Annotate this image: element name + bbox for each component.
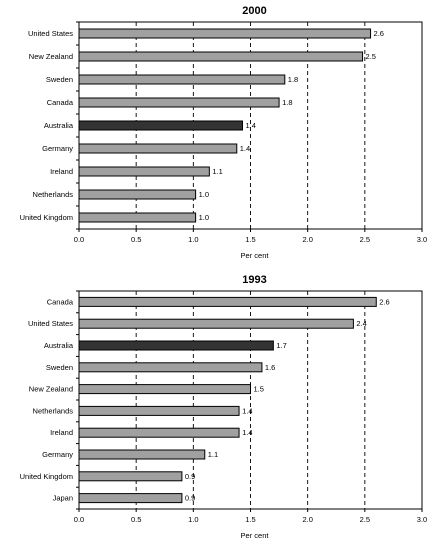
x-tick-label: 3.0 xyxy=(417,515,427,524)
category-label: Netherlands xyxy=(33,406,74,415)
x-tick-label: 0.5 xyxy=(131,515,141,524)
x-tick-label: 2.0 xyxy=(302,235,312,244)
value-label: 1.5 xyxy=(254,385,264,394)
bar xyxy=(78,449,206,460)
bar xyxy=(78,405,240,416)
bar xyxy=(78,362,263,373)
value-label: 1.1 xyxy=(212,167,222,176)
value-label: 1.4 xyxy=(242,428,252,437)
value-label: 1.4 xyxy=(240,144,250,153)
category-label: Netherlands xyxy=(33,190,74,199)
bar xyxy=(78,51,364,62)
category-label: Ireland xyxy=(50,167,73,176)
value-label: 1.4 xyxy=(245,121,255,130)
value-label: 2.6 xyxy=(379,297,389,306)
bar xyxy=(78,166,210,177)
x-axis-title: Per cent xyxy=(241,251,270,260)
category-label: Germany xyxy=(42,144,73,153)
value-label: 1.8 xyxy=(288,75,298,84)
value-label: 1.0 xyxy=(199,190,209,199)
bar xyxy=(78,28,372,39)
value-label: 1.4 xyxy=(242,406,252,415)
x-tick-label: 1.0 xyxy=(188,235,198,244)
category-label: Australia xyxy=(44,121,74,130)
bar xyxy=(78,384,251,395)
bar-highlight xyxy=(78,340,274,351)
category-label: Canada xyxy=(47,297,74,306)
bar xyxy=(78,97,280,108)
category-label: United States xyxy=(28,319,73,328)
bar xyxy=(78,189,197,200)
bar xyxy=(78,296,377,307)
value-label: 1.6 xyxy=(265,363,275,372)
bar xyxy=(78,74,286,85)
x-tick-label: 2.0 xyxy=(302,515,312,524)
chart-2000: 2000 0.0 0.5 1.0 1.5 2.0 2.5 3.0 United States 2.… xyxy=(20,5,428,260)
category-label: United States xyxy=(28,29,73,38)
value-label: 2.6 xyxy=(374,29,384,38)
chart-title: 1993 xyxy=(242,274,266,286)
value-label: 1.8 xyxy=(282,98,292,107)
bar xyxy=(78,493,183,504)
value-label: 2.4 xyxy=(356,319,366,328)
x-tick-label: 2.5 xyxy=(360,235,370,244)
x-axis-title: Per cent xyxy=(241,531,270,540)
chart-1993: 1993 0.0 0.5 1.0 1.5 2.0 2.5 3.0 Canada 2.6 United… xyxy=(20,274,428,540)
value-label: 0.9 xyxy=(185,472,195,481)
bar xyxy=(78,427,240,438)
value-label: 1.1 xyxy=(208,450,218,459)
bar xyxy=(78,318,354,329)
category-label: Canada xyxy=(47,98,74,107)
value-label: 1.0 xyxy=(199,213,209,222)
bar xyxy=(78,471,183,482)
value-label: 2.5 xyxy=(366,52,376,61)
value-label: 0.9 xyxy=(185,494,195,503)
category-label: Japan xyxy=(53,494,73,503)
value-label: 1.7 xyxy=(276,341,286,350)
x-tick-label: 0.5 xyxy=(131,235,141,244)
x-tick-label: 1.5 xyxy=(245,235,255,244)
chart-title: 2000 xyxy=(242,5,266,17)
bar-highlight xyxy=(78,120,243,131)
category-label: Germany xyxy=(42,450,73,459)
x-tick-label: 3.0 xyxy=(417,235,427,244)
category-label: Ireland xyxy=(50,428,73,437)
x-tick-label: 1.5 xyxy=(245,515,255,524)
x-tick-label: 0.0 xyxy=(74,235,84,244)
category-label: Australia xyxy=(44,341,74,350)
category-label: New Zealand xyxy=(29,385,73,394)
category-label: United Kingdom xyxy=(20,213,73,222)
x-tick-label: 1.0 xyxy=(188,515,198,524)
category-label: United Kingdom xyxy=(20,472,73,481)
category-label: New Zealand xyxy=(29,52,73,61)
x-tick-label: 2.5 xyxy=(360,515,370,524)
x-tick-label: 0.0 xyxy=(74,515,84,524)
bar xyxy=(78,212,197,223)
category-label: Sweden xyxy=(46,363,73,372)
bar xyxy=(78,143,238,154)
category-label: Sweden xyxy=(46,75,73,84)
